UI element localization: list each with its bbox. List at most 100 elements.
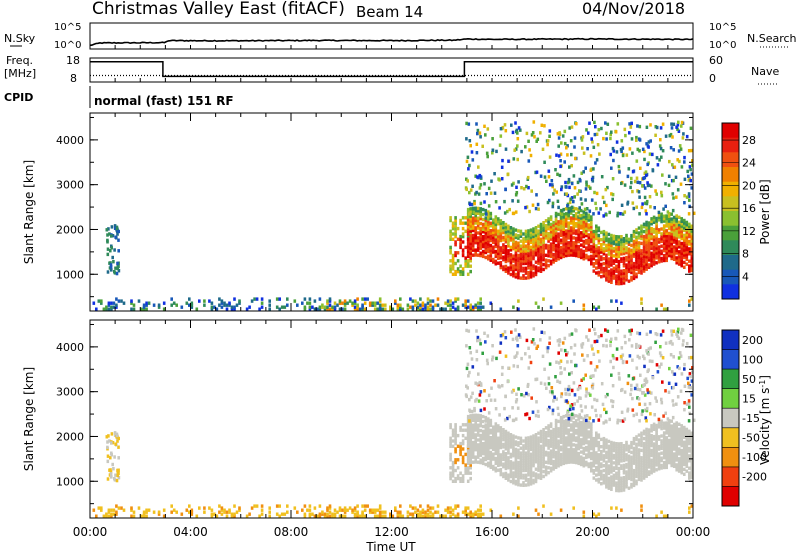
velocity-cell <box>649 412 652 416</box>
power-cell <box>555 190 558 194</box>
velocity-cell <box>537 463 540 467</box>
power-cell <box>690 254 694 258</box>
power-cell <box>679 182 683 186</box>
power-cell <box>547 175 551 179</box>
velocity-cell <box>669 353 673 357</box>
power-cell <box>517 229 520 233</box>
power-cell <box>605 261 608 265</box>
velocity-cell <box>469 433 472 438</box>
velocity-cell <box>690 456 694 460</box>
power-cell <box>409 305 412 309</box>
velocity-cell <box>512 436 515 441</box>
power-cell <box>522 254 525 258</box>
velocity-cell <box>117 471 120 475</box>
velocity-cell <box>469 453 472 457</box>
power-cell <box>414 299 417 303</box>
power-cell <box>343 307 347 311</box>
velocity-cell <box>476 450 480 454</box>
velocity-cell <box>688 429 691 433</box>
power-cell <box>532 232 535 236</box>
velocity-cell <box>419 512 422 516</box>
velocity-cell <box>499 463 503 467</box>
velocity-cell <box>631 408 635 412</box>
velocity-cell <box>534 447 538 452</box>
velocity-cell <box>509 470 513 474</box>
velocity-cell <box>675 433 678 437</box>
power-cell <box>527 256 530 260</box>
velocity-cell <box>630 455 633 459</box>
power-cell <box>456 269 460 274</box>
power-cell <box>286 303 289 307</box>
velocity-cell <box>640 468 643 472</box>
velocity-cell <box>610 470 613 474</box>
power-cell <box>565 146 568 150</box>
velocity-cell <box>331 514 334 518</box>
power-cell <box>566 204 569 208</box>
velocity-cell <box>664 411 667 415</box>
power-cell <box>543 124 546 128</box>
power-cell <box>640 205 644 210</box>
velocity-cell <box>554 431 558 435</box>
power-cell <box>597 258 601 262</box>
velocity-cell <box>115 433 119 438</box>
power-cell <box>687 194 691 198</box>
power-cell <box>556 132 560 136</box>
velocity-cell <box>487 464 490 468</box>
power-cell <box>494 259 498 263</box>
power-cell <box>469 214 472 218</box>
power-cell <box>683 233 686 237</box>
power-cell <box>607 242 611 246</box>
power-cell <box>680 165 684 169</box>
power-cell <box>494 217 498 222</box>
power-cell <box>622 246 626 251</box>
power-cell <box>625 153 629 157</box>
power-cell <box>683 245 686 250</box>
velocity-cell <box>539 464 543 468</box>
velocity-cell <box>494 451 498 456</box>
power-cell <box>637 251 641 255</box>
velocity-cell <box>107 514 111 518</box>
velocity-cell <box>459 441 462 446</box>
power-cell <box>110 301 113 305</box>
power-cell <box>685 257 689 261</box>
velocity-cell <box>331 512 334 516</box>
power-cell <box>637 243 641 247</box>
velocity-cell <box>542 432 545 437</box>
power-cell <box>228 303 231 307</box>
power-cell <box>492 250 495 254</box>
power-cell <box>466 264 470 268</box>
power-cell <box>110 246 113 250</box>
velocity-cell <box>509 440 513 444</box>
power-cell <box>600 245 603 249</box>
power-cell <box>625 246 628 250</box>
power-cell <box>471 219 475 223</box>
power-cell <box>597 305 601 309</box>
velocity-cell <box>560 419 564 423</box>
power-cell <box>484 241 488 245</box>
velocity-cell <box>476 418 480 422</box>
velocity-cell <box>557 446 560 451</box>
power-cell <box>459 272 462 276</box>
power-cell <box>660 155 663 159</box>
power-cell <box>376 301 379 305</box>
velocity-cell <box>471 448 475 452</box>
power-cell <box>616 122 620 126</box>
velocity-cell <box>667 443 671 448</box>
velocity-cell <box>466 422 470 426</box>
velocity-cell <box>497 429 500 433</box>
velocity-cell <box>529 472 533 476</box>
velocity-cell <box>542 442 545 447</box>
power-cell <box>610 255 613 260</box>
velocity-cell <box>481 414 485 419</box>
power-cell <box>652 247 656 252</box>
power-cell <box>552 252 555 257</box>
velocity-cell <box>494 444 498 448</box>
power-cell <box>469 239 472 243</box>
velocity-cell <box>456 466 460 470</box>
power-cell <box>473 199 476 204</box>
power-cell <box>620 239 623 244</box>
power-cell <box>497 217 500 221</box>
velocity-cell <box>539 461 543 466</box>
velocity-cell <box>469 439 472 443</box>
power-cell <box>630 263 633 267</box>
